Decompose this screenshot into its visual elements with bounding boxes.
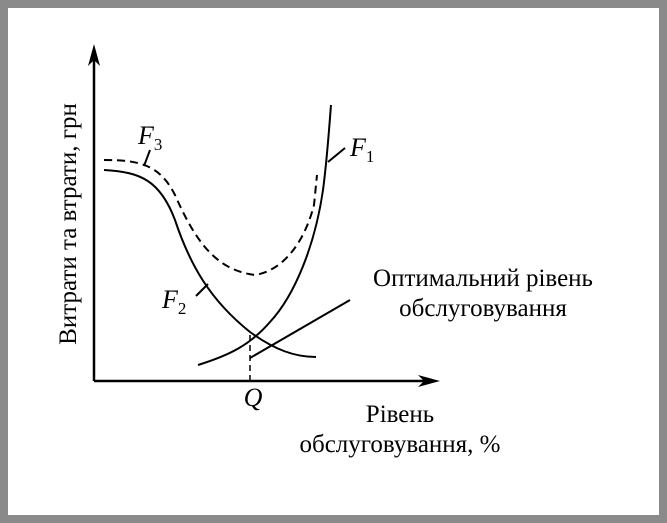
leader-f2 [195, 283, 209, 297]
f2-subscript: 2 [178, 299, 187, 318]
leader-f1 [327, 147, 346, 163]
f3-subscript: 3 [154, 135, 163, 154]
y-label: Витрати та втрати, грн [55, 103, 82, 345]
y-arrow [88, 44, 100, 66]
curve-f2 [103, 169, 317, 358]
curve-f3 [103, 159, 318, 277]
annotation-line1: Оптимальний рівень [373, 265, 593, 292]
f3-symbol: F [137, 121, 155, 150]
pointer [249, 299, 351, 359]
x-arrow [418, 375, 440, 387]
leader-f3 [143, 149, 151, 167]
f3-label: F3 [137, 121, 162, 154]
f2-label: F2 [161, 285, 186, 318]
q-label: Q [244, 383, 263, 412]
f1-label: F1 [349, 133, 374, 166]
curve-f1 [197, 104, 332, 366]
x-label-line2: обслуговування, % [299, 431, 500, 458]
f1-subscript: 1 [366, 147, 375, 166]
annotation-line2: обслуговування [399, 295, 567, 322]
f2-symbol: F [161, 285, 179, 314]
f1-symbol: F [349, 133, 367, 162]
x-label-line1: Рівень [366, 401, 434, 428]
